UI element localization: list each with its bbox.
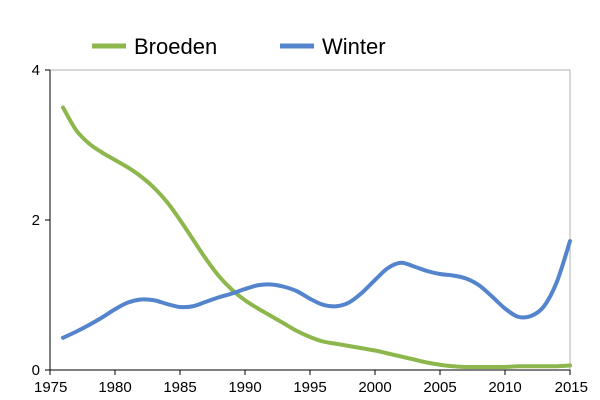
x-tick-label: 2005 — [423, 379, 456, 396]
x-tick-label: 1975 — [34, 379, 67, 396]
y-tick-label: 0 — [32, 362, 40, 379]
x-tick-label: 1985 — [163, 379, 196, 396]
legend-label-winter: Winter — [322, 34, 386, 59]
x-tick-label: 1990 — [228, 379, 261, 396]
series-line-winter — [61, 239, 572, 340]
y-axis: 0 2 4 — [32, 62, 51, 379]
x-tick-label: 2010 — [488, 379, 521, 396]
legend-label-broeden: Broeden — [134, 34, 217, 59]
y-tick-label: 2 — [32, 212, 40, 229]
x-tick-label: 2015 — [555, 379, 588, 396]
plot-area — [49, 69, 571, 371]
y-tick-label: 4 — [32, 62, 40, 79]
x-axis: 1975 1980 1985 1990 1995 2000 2005 2010 2015 — [34, 369, 588, 396]
series-line-broeden — [61, 105, 572, 370]
x-tick-label: 1980 — [98, 379, 131, 396]
x-tick-label: 2000 — [358, 379, 391, 396]
legend: Broeden Winter — [92, 34, 386, 59]
x-tick-label: 1995 — [293, 379, 326, 396]
series-layer — [61, 105, 572, 370]
